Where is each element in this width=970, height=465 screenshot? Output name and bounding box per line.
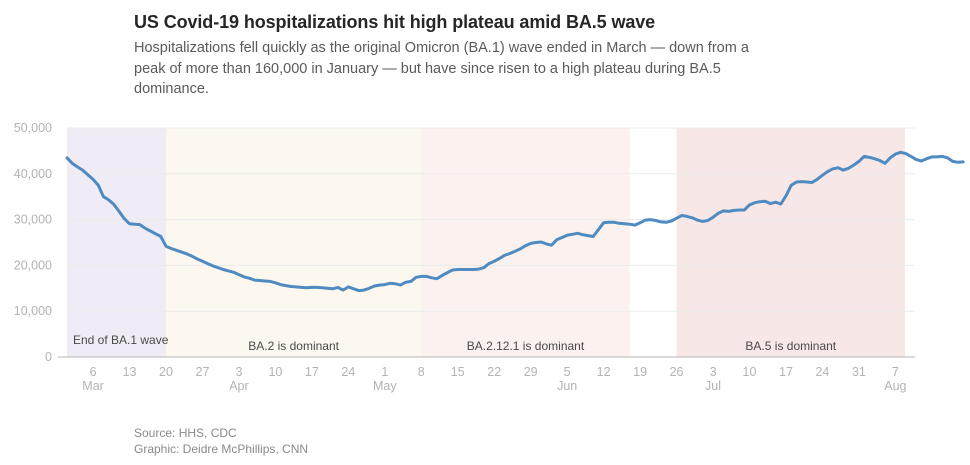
y-tick-label: 40,000 bbox=[14, 167, 52, 181]
hospitalizations-series-line bbox=[65, 150, 965, 293]
variant-bands bbox=[67, 128, 905, 357]
x-tick-label: 22 bbox=[487, 365, 501, 379]
x-tick-label: 1 bbox=[381, 365, 388, 379]
x-tick-label: 27 bbox=[196, 365, 210, 379]
x-tick-label: 3 bbox=[235, 365, 242, 379]
x-tick-label: 10 bbox=[268, 365, 282, 379]
x-tick-month-label: Apr bbox=[229, 379, 248, 393]
x-tick-label: 26 bbox=[670, 365, 684, 379]
variant-band-label: BA.2.12.1 is dominant bbox=[467, 339, 585, 353]
y-tick-label: 50,000 bbox=[14, 121, 52, 135]
x-tick-label: 3 bbox=[710, 365, 717, 379]
variant-band-label: BA.2 is dominant bbox=[248, 339, 339, 353]
graphic-credit: Graphic: Deidre McPhillips, CNN bbox=[134, 442, 309, 456]
x-tick-label: 12 bbox=[597, 365, 611, 379]
x-tick-month-label: Mar bbox=[82, 379, 104, 393]
x-tick-label: 8 bbox=[418, 365, 425, 379]
source-note: Source: HHS, CDC bbox=[134, 426, 237, 440]
variant-band bbox=[676, 128, 905, 357]
x-tick-label: 5 bbox=[564, 365, 571, 379]
x-tick-month-label: May bbox=[373, 379, 397, 393]
chart-footer: Source: HHS, CDC Graphic: Deidre McPhill… bbox=[134, 425, 308, 457]
x-tick-label: 19 bbox=[633, 365, 647, 379]
x-tick-label: 10 bbox=[743, 365, 757, 379]
x-tick-month-label: Jun bbox=[557, 379, 577, 393]
variant-band-label: BA.5 is dominant bbox=[745, 339, 836, 353]
variant-band bbox=[165, 128, 422, 357]
x-tick-label: 24 bbox=[815, 365, 829, 379]
x-tick-label: 17 bbox=[305, 365, 319, 379]
x-tick-label: 6 bbox=[90, 365, 97, 379]
y-tick-label: 30,000 bbox=[14, 213, 52, 227]
y-tick-label: 20,000 bbox=[14, 258, 52, 272]
x-tick-label: 31 bbox=[852, 365, 866, 379]
variant-band-labels: End of BA.1 wave BA.2 is dominant BA.2.12.… bbox=[73, 333, 837, 353]
x-tick-month-label: Aug bbox=[884, 379, 906, 393]
x-tick-label: 15 bbox=[451, 365, 465, 379]
y-axis: 0 10,000 20,000 30,000 40,000 50,000 bbox=[14, 121, 915, 364]
chart-title: US Covid-19 hospitalizations hit high pl… bbox=[134, 12, 656, 32]
x-tick-label: 13 bbox=[123, 365, 137, 379]
x-tick-label: 7 bbox=[892, 365, 899, 379]
x-tick-label: 17 bbox=[779, 365, 793, 379]
x-tick-label: 29 bbox=[524, 365, 538, 379]
variant-band bbox=[67, 128, 166, 357]
chart-subtitle: Hospitalizations fell quickly as the ori… bbox=[134, 40, 749, 97]
x-tick-month-label: Jul bbox=[705, 379, 721, 393]
y-tick-label: 10,000 bbox=[14, 304, 52, 318]
x-tick-label: 24 bbox=[341, 365, 355, 379]
y-tick-label: 0 bbox=[45, 350, 52, 364]
x-tick-label: 20 bbox=[159, 365, 173, 379]
variant-band-label: End of BA.1 wave bbox=[73, 333, 169, 347]
variant-band bbox=[421, 128, 630, 357]
